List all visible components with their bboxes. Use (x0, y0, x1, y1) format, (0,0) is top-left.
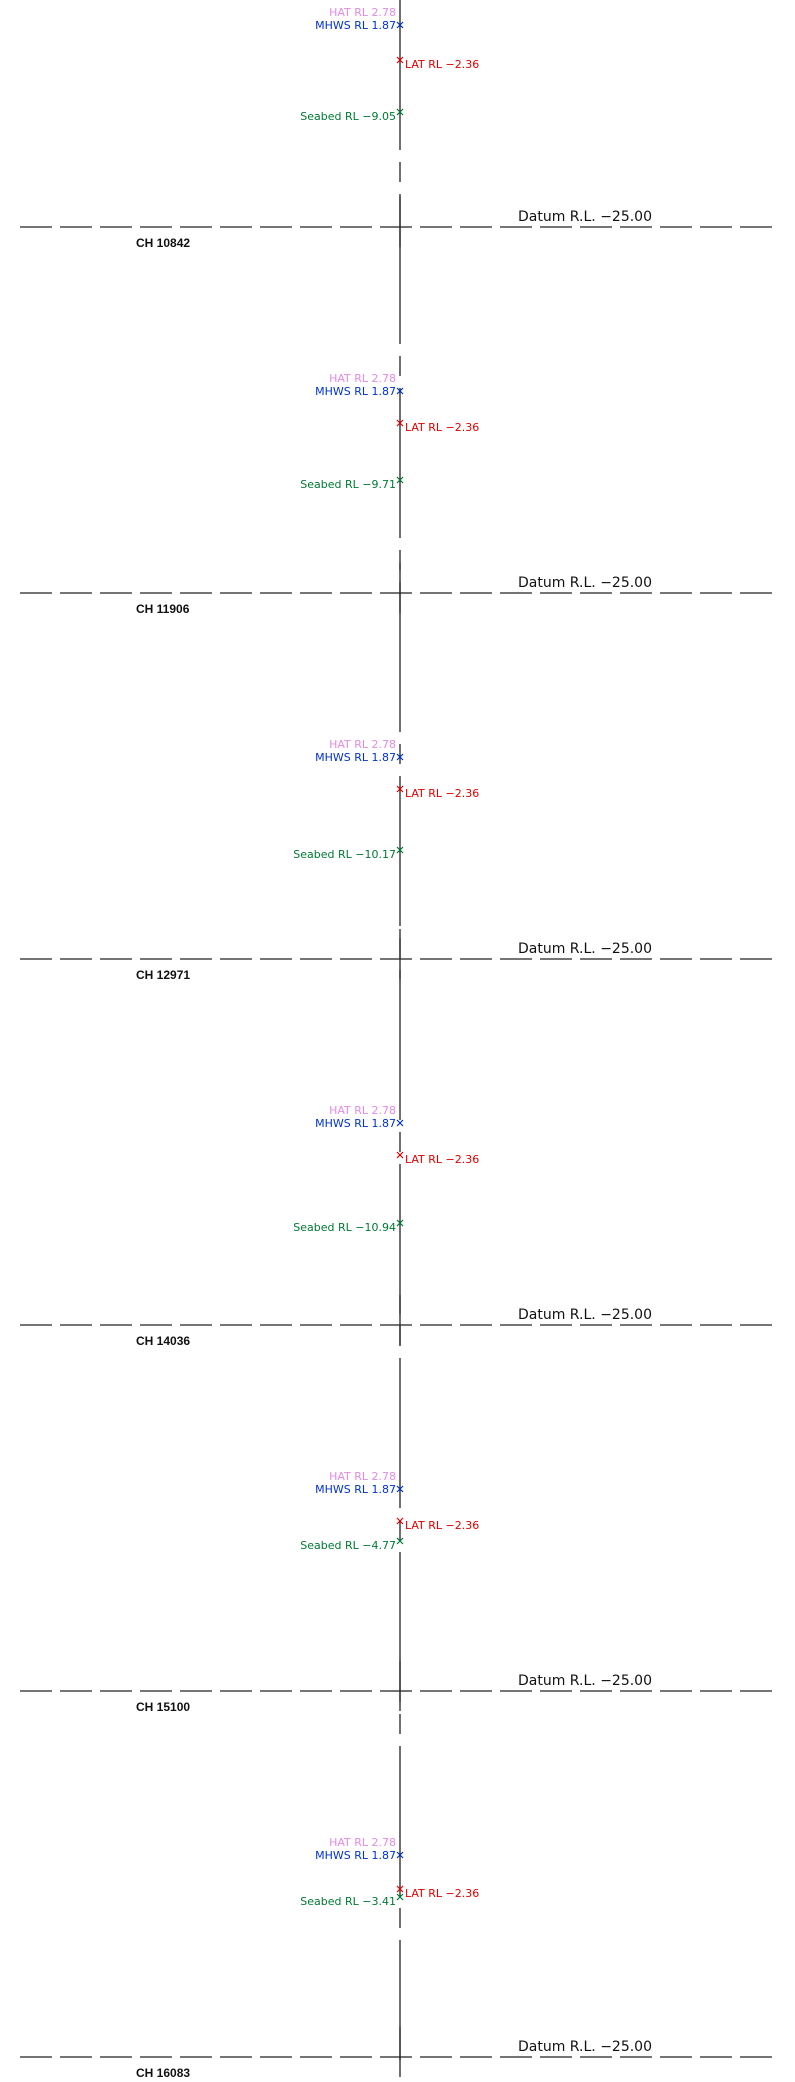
mhws-marker-icon (396, 753, 404, 761)
mhws-label: MHWS RL 1.87 (315, 19, 396, 32)
lat-marker-icon (396, 1151, 404, 1159)
lat-marker-icon (396, 1885, 404, 1893)
datum-label: Datum R.L. −25.00 (518, 575, 652, 591)
seabed-label: Seabed RL −10.17 (293, 848, 396, 861)
seabed-label: Seabed RL −4.77 (300, 1539, 396, 1552)
datum-label: Datum R.L. −25.00 (518, 1673, 652, 1689)
mhws-label: MHWS RL 1.87 (315, 1117, 396, 1130)
lat-marker-icon (396, 56, 404, 64)
mhws-marker-icon (396, 1119, 404, 1127)
datum-label: Datum R.L. −25.00 (518, 1307, 652, 1323)
chainage-label: CH 14036 (136, 1334, 190, 1348)
seabed-label: Seabed RL −9.71 (300, 478, 396, 491)
datum-label: Datum R.L. −25.00 (518, 209, 652, 225)
hat-label: HAT RL 2.78 (329, 1470, 396, 1483)
lat-label: LAT RL −2.36 (405, 58, 479, 71)
lat-marker-icon (396, 785, 404, 793)
seabed-marker-icon (396, 1537, 404, 1545)
chainage-label: CH 11906 (136, 602, 190, 616)
seabed-label: Seabed RL −10.94 (293, 1221, 396, 1234)
chainage-label: CH 10842 (136, 236, 190, 250)
mhws-label: MHWS RL 1.87 (315, 751, 396, 764)
seabed-marker-icon (396, 1219, 404, 1227)
hat-label: HAT RL 2.78 (329, 1836, 396, 1849)
lat-label: LAT RL −2.36 (405, 421, 479, 434)
datum-label: Datum R.L. −25.00 (518, 2039, 652, 2055)
hat-label: HAT RL 2.78 (329, 372, 396, 385)
seabed-label: Seabed RL −3.41 (300, 1895, 396, 1908)
hat-label: HAT RL 2.78 (329, 6, 396, 19)
lat-label: LAT RL −2.36 (405, 1887, 479, 1900)
mhws-marker-icon (396, 387, 404, 395)
chainage-label: CH 16083 (136, 2066, 190, 2080)
seabed-label: Seabed RL −9.05 (300, 110, 396, 123)
mhws-label: MHWS RL 1.87 (315, 1483, 396, 1496)
datum-lines-layer (20, 197, 780, 2077)
level-markers-layer (396, 21, 404, 1901)
lat-marker-icon (396, 1517, 404, 1525)
lat-marker-icon (396, 419, 404, 427)
mhws-marker-icon (396, 21, 404, 29)
seabed-marker-icon (396, 108, 404, 116)
lat-label: LAT RL −2.36 (405, 1153, 479, 1166)
mhws-label: MHWS RL 1.87 (315, 1849, 396, 1862)
hat-label: HAT RL 2.78 (329, 1104, 396, 1117)
seabed-marker-icon (396, 846, 404, 854)
mhws-marker-icon (396, 1851, 404, 1859)
seabed-marker-icon (396, 476, 404, 484)
mhws-label: MHWS RL 1.87 (315, 385, 396, 398)
hat-label: HAT RL 2.78 (329, 738, 396, 751)
chainage-label: CH 12971 (136, 968, 190, 982)
lat-label: LAT RL −2.36 (405, 787, 479, 800)
seabed-marker-icon (396, 1893, 404, 1901)
datum-label: Datum R.L. −25.00 (518, 941, 652, 957)
mhws-marker-icon (396, 1485, 404, 1493)
chainage-label: CH 15100 (136, 1700, 190, 1714)
lat-label: LAT RL −2.36 (405, 1519, 479, 1532)
